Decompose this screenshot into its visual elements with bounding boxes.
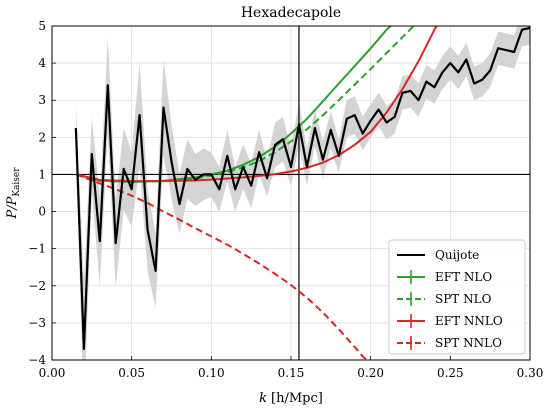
y-tick-label: −2 [28,279,46,293]
y-tick-label: 0 [38,205,46,219]
series-line-spt-nnlo [75,173,369,360]
legend-label: SPT NLO [435,292,492,306]
x-axis-label-units: [h/Mpc] [271,391,323,406]
y-tick-label: 1 [38,167,46,181]
x-tick-label: 0.25 [437,366,464,380]
series-lines [74,26,530,360]
legend-box [388,239,526,355]
y-tick-label: 4 [38,56,46,70]
series-line-eft-nnlo [75,26,438,183]
y-tick-label: −1 [28,242,46,256]
x-tick-label: 0.15 [278,366,305,380]
y-axis-label: P/PKaiser [5,167,22,220]
x-tick-label: 0.10 [198,366,225,380]
y-axis-label-main: P/P [5,196,20,219]
reference-lines [52,26,530,360]
y-axis-label-sub: Kaiser [12,167,22,197]
y-tick-label: −4 [28,353,46,367]
x-tick-label: 0.30 [517,366,544,380]
legend-label: SPT NNLO [435,336,502,350]
legend-label: EFT NLO [435,270,492,284]
chart-title: Hexadecapole [241,5,341,21]
quijote-error-band [75,26,530,360]
x-axis-label: k [h/Mpc] [259,391,323,406]
legend-label: EFT NNLO [435,314,503,328]
y-tick-label: 5 [38,19,46,33]
y-tick-label: −3 [28,316,46,330]
x-tick-label: 0.20 [357,366,384,380]
legend: Quijote EFT NLO SPT NLO EFT NNLO SPT NNLO [388,239,526,355]
y-tick-label: 2 [38,130,46,144]
x-tick-label: 0.05 [118,366,145,380]
x-axis-label-k: k [259,391,267,406]
series-line-quijote [74,26,530,350]
quijote-band [75,26,530,360]
legend-label: Quijote [435,248,479,262]
y-tick-label: 3 [38,93,46,107]
x-tick-label: 0.00 [39,366,66,380]
axis-ticks: 0.00 0.05 0.10 0.15 0.20 0.25 0.30 −4 −3 −2 −1 0 1 2 3… [28,19,543,380]
